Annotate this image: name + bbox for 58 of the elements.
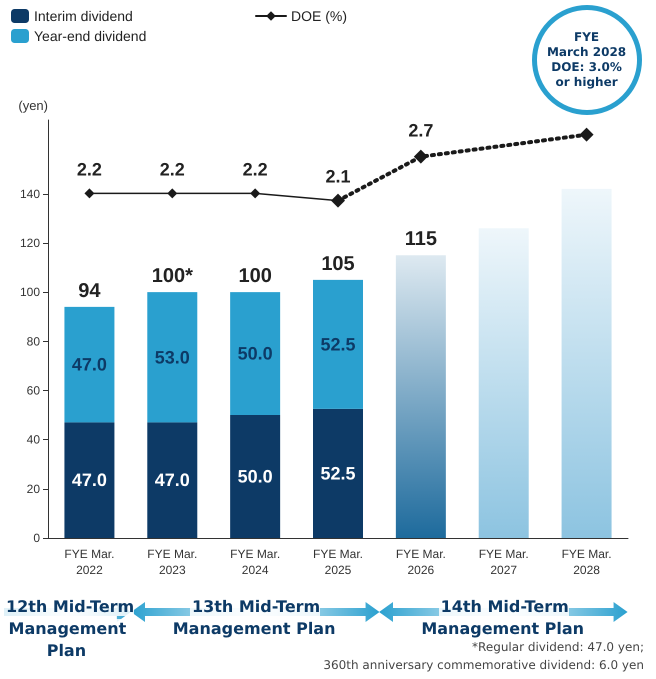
x-tick-label: FYE Mar. 2027 — [478, 547, 529, 577]
legend-label: Interim dividend — [34, 8, 133, 24]
total-label: 94 — [78, 280, 102, 302]
y-tick-label: 0 — [33, 531, 40, 545]
x-tick-label: FYE Mar. 2024 — [230, 547, 280, 577]
point — [84, 188, 94, 198]
text: FYE March 2028 DOE: 3.0% or higher — [532, 4, 642, 115]
bar — [147, 292, 198, 422]
data-label: 47.0 — [154, 470, 190, 490]
text: 12th Mid-Term Management Plan — [4, 597, 134, 660]
text: 14th Mid-Term Management Plan — [421, 597, 586, 638]
data-label: 53.0 — [154, 347, 190, 368]
bar — [230, 415, 280, 538]
data-label: 50.0 — [238, 344, 273, 364]
y-tick-label: 120 — [20, 236, 40, 250]
x-tick-label: FYE Mar. 2026 — [396, 547, 446, 577]
bar — [313, 280, 363, 409]
bar — [147, 422, 198, 538]
data-label: 2.7 — [408, 120, 434, 141]
bar — [313, 408, 363, 538]
bar — [230, 292, 280, 416]
total-label: 100 — [238, 265, 272, 288]
x-tick-label: FYE Mar. 2025 — [312, 547, 364, 577]
text: 13th Mid-Term Management Plan — [172, 597, 338, 638]
data-label: 47.0 — [72, 354, 107, 375]
legend-label: DOE (%) — [291, 8, 347, 24]
data-label: 50.0 — [238, 466, 273, 487]
y-tick-label: 100 — [20, 285, 40, 300]
y-tick-label: 80 — [26, 334, 40, 348]
total-label: 100* — [152, 265, 194, 288]
y-tick-label: 60 — [26, 383, 40, 398]
data-label: 2.2 — [76, 159, 102, 180]
text: *Regular dividend: 47.0 yen; 360th anniversary commemorative dividend: 6.0 yen — [323, 639, 644, 674]
y-tick-label: 20 — [26, 482, 40, 496]
data-label: 52.5 — [320, 463, 356, 484]
point — [167, 188, 178, 198]
point — [250, 188, 260, 198]
data-label: 2.2 — [160, 159, 185, 180]
data-label: 2.1 — [325, 166, 351, 187]
point — [414, 150, 428, 164]
x-tick-label: FYE Mar. 2022 — [64, 547, 114, 577]
bar — [64, 306, 114, 422]
point — [580, 128, 594, 142]
y-tick-label: 40 — [26, 432, 40, 447]
data-label: 52.5 — [320, 334, 356, 354]
y-tick-label: 140 — [20, 186, 40, 201]
bar — [396, 255, 446, 538]
data-label: 2.2 — [242, 159, 268, 180]
bar — [64, 422, 114, 538]
bar — [562, 188, 612, 538]
total-label: 115 — [404, 228, 437, 250]
total-label: 105 — [321, 252, 355, 275]
legend-label: Year-end dividend — [34, 28, 146, 44]
bar — [478, 228, 529, 538]
data-label: 47.0 — [72, 470, 107, 490]
x-tick-label: FYE Mar. 2028 — [562, 547, 612, 577]
y-axis-title: (yen) — [18, 98, 48, 113]
x-tick-label: FYE Mar. 2023 — [147, 547, 198, 577]
